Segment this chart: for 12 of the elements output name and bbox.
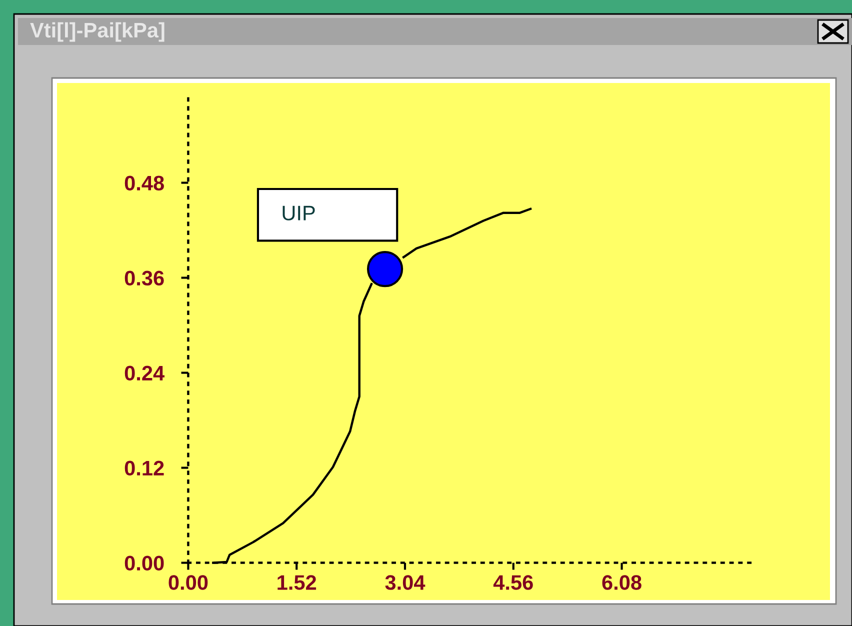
y-tick-label: 0.12 [124, 460, 164, 476]
y-tick-label: 0.48 [124, 176, 164, 191]
y-tick-label: 0.36 [124, 270, 164, 286]
annotation: UIP [282, 206, 315, 220]
x-tick-label: 4.56 [493, 575, 533, 590]
y-tick-label: 0.24 [124, 366, 164, 381]
x-tick-label: 6.08 [602, 575, 642, 590]
x-tick-label: 1.52 [278, 575, 316, 590]
y-tick-label: 0.00 [124, 556, 164, 571]
x-tick-label: 3.04 [385, 575, 426, 590]
chart-title: Vti[l]-Pai[kPa] [30, 22, 164, 42]
x-tick-label: 0.00 [168, 575, 208, 590]
